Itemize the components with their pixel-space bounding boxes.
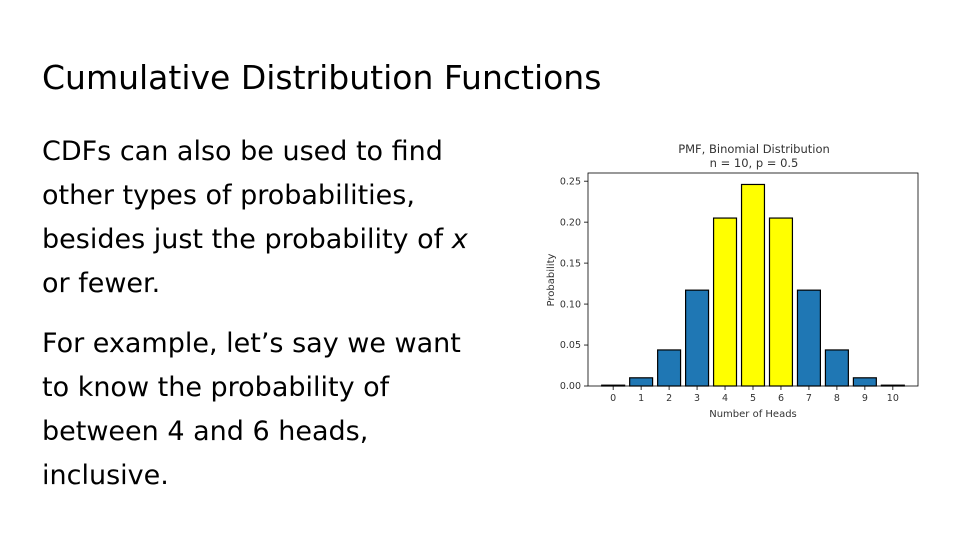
paragraph-1-end: or fewer. bbox=[42, 268, 161, 299]
y-tick-label-0.00: 0.00 bbox=[560, 381, 581, 392]
y-tick-label-0.15: 0.15 bbox=[560, 258, 581, 269]
chart-title: PMF, Binomial Distribution bbox=[678, 142, 830, 156]
bar-3 bbox=[685, 289, 710, 387]
x-tick-label-4: 4 bbox=[722, 393, 728, 404]
variable-x: x bbox=[451, 224, 468, 255]
y-tick-label-0.05: 0.05 bbox=[560, 340, 581, 351]
bar-9 bbox=[852, 377, 877, 387]
x-tick-label-3: 3 bbox=[694, 393, 700, 404]
x-tick-label-9: 9 bbox=[862, 393, 868, 404]
x-tick-label-5: 5 bbox=[750, 393, 756, 404]
bar-8 bbox=[824, 349, 849, 387]
chart-svg: PMF, Binomial Distribution n = 10, p = 0… bbox=[546, 142, 919, 420]
y-tick-label-0.25: 0.25 bbox=[560, 176, 581, 187]
x-tick-label-10: 10 bbox=[887, 393, 899, 404]
bar-5 bbox=[740, 183, 766, 387]
y-tick-label-0.10: 0.10 bbox=[560, 299, 581, 310]
x-tick-label-0: 0 bbox=[610, 393, 616, 404]
slide-title: Cumulative Distribution Functions bbox=[42, 58, 602, 97]
x-tick-label-8: 8 bbox=[834, 393, 840, 404]
y-axis-label: Probability bbox=[546, 253, 557, 306]
bar-1 bbox=[629, 377, 654, 387]
body-text: CDFs can also be used to find other type… bbox=[42, 130, 482, 498]
paragraph-2: For example, let’s say we want to know t… bbox=[42, 328, 461, 491]
x-tick-label-6: 6 bbox=[778, 393, 784, 404]
paragraph-1-start: CDFs can also be used to find other type… bbox=[42, 136, 452, 255]
x-tick-label-2: 2 bbox=[666, 393, 672, 404]
y-tick-label-0.20: 0.20 bbox=[560, 217, 581, 228]
x-axis-label: Number of Heads bbox=[709, 409, 797, 420]
bar-4 bbox=[712, 217, 738, 387]
bar-6 bbox=[768, 217, 794, 387]
pmf-chart: PMF, Binomial Distribution n = 10, p = 0… bbox=[540, 138, 930, 428]
x-tick-label-1: 1 bbox=[638, 393, 644, 404]
x-tick-label-7: 7 bbox=[806, 393, 812, 404]
y-axis: 0.00 0.05 0.10 0.15 0.20 0.25 bbox=[560, 176, 588, 392]
bar-7 bbox=[796, 289, 822, 387]
x-axis: 0 1 2 3 4 5 6 7 8 9 10 bbox=[610, 386, 899, 404]
bar-2 bbox=[657, 349, 682, 387]
bars-group bbox=[601, 183, 905, 387]
paragraph-1: CDFs can also be used to find other type… bbox=[42, 130, 482, 306]
chart-subtitle: n = 10, p = 0.5 bbox=[710, 156, 799, 170]
